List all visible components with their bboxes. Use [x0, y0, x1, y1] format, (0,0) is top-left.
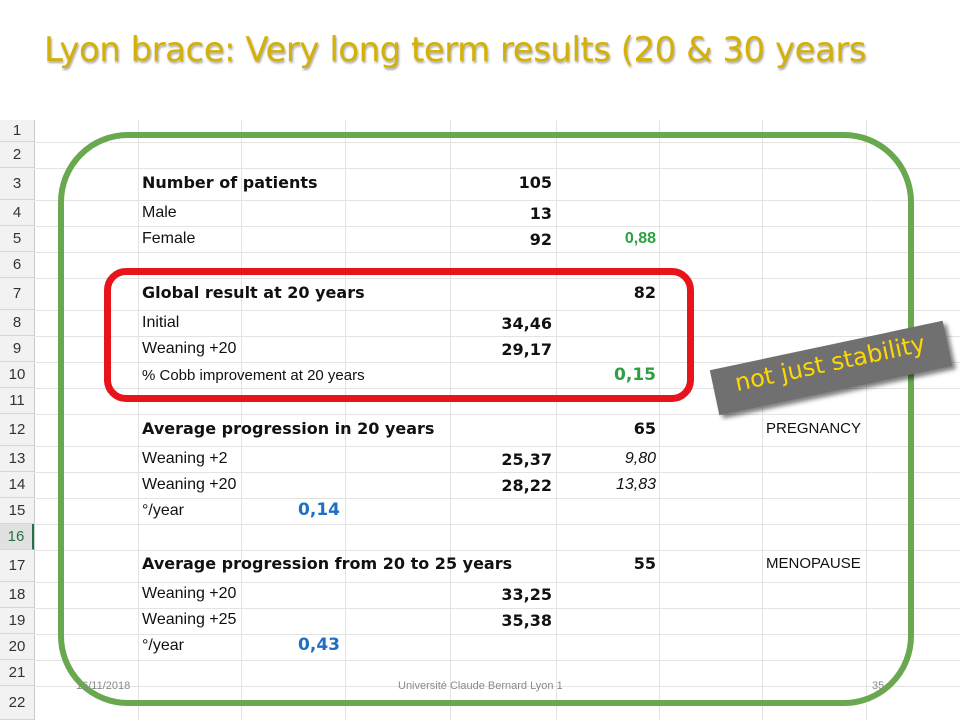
pregnancy-note: PREGNANCY	[766, 420, 862, 437]
row-number[interactable]: 10	[0, 362, 34, 388]
row-gridline	[34, 252, 960, 253]
weaning-2-label: Weaning +2	[142, 450, 228, 467]
avg-progression-20-25-label: Average progression from 20 to 25 years	[142, 554, 513, 573]
weaning-20-value: 29,17	[501, 340, 552, 359]
row-gridline	[34, 498, 960, 499]
row-gridline	[34, 582, 960, 583]
row-gridline	[34, 168, 960, 169]
row-number[interactable]: 18	[0, 582, 34, 608]
row-number[interactable]: 2	[0, 142, 34, 168]
female-ratio: 0,88	[624, 230, 656, 247]
row-number[interactable]: 6	[0, 252, 34, 278]
column-gridline	[556, 120, 557, 720]
female-label: Female	[142, 230, 196, 247]
avg-progression-20-value: 65	[633, 419, 656, 438]
column-gridline	[659, 120, 660, 720]
footer-page-number: 35	[872, 680, 885, 692]
male-value: 13	[529, 204, 552, 223]
row-gridline	[34, 446, 960, 447]
degree-per-year-label: °/year	[142, 502, 184, 519]
weaning-20b-label: Weaning +20	[142, 476, 237, 493]
row-gridline	[34, 362, 960, 363]
row-number[interactable]: 9	[0, 336, 34, 362]
global-result-value: 82	[633, 283, 656, 302]
row-gridline	[34, 472, 960, 473]
red-highlight-frame	[104, 268, 694, 402]
initial-label: Initial	[142, 314, 180, 331]
global-result-label: Global result at 20 years	[142, 283, 365, 302]
initial-value: 34,46	[501, 314, 552, 333]
column-gridline	[866, 120, 867, 720]
slide-title: Lyon brace: Very long term results (20 &…	[44, 30, 867, 70]
row-number[interactable]: 20	[0, 634, 34, 660]
row-number[interactable]: 11	[0, 388, 34, 414]
row-header-column: 1 2 3 4 5 6 7 8 9 10 11 12 13 14 15 16 17 18 19 20 21 22	[0, 120, 35, 720]
row-number[interactable]: 3	[0, 168, 34, 200]
footer-institution: Université Claude Bernard Lyon 1	[398, 680, 563, 692]
row-number[interactable]: 8	[0, 310, 34, 336]
row-number[interactable]: 16	[0, 524, 34, 550]
row-number[interactable]: 21	[0, 660, 34, 686]
row-number[interactable]: 19	[0, 608, 34, 634]
row-number[interactable]: 12	[0, 414, 34, 446]
row-gridline	[34, 414, 960, 415]
column-gridline	[138, 120, 139, 720]
column-gridline	[450, 120, 451, 720]
row-number[interactable]: 5	[0, 226, 34, 252]
weaning-20b-value: 28,22	[501, 476, 552, 495]
row-number[interactable]: 4	[0, 200, 34, 226]
row-number[interactable]: 13	[0, 446, 34, 472]
male-label: Male	[142, 204, 177, 221]
row-gridline	[34, 142, 960, 143]
degree-per-year-rate: 0,14	[298, 500, 340, 520]
row-number[interactable]: 22	[0, 686, 34, 720]
row-gridline	[34, 310, 960, 311]
number-of-patients-label: Number of patients	[142, 173, 318, 192]
number-of-patients-value: 105	[518, 173, 552, 192]
row-gridline	[34, 550, 960, 551]
row-gridline	[34, 336, 960, 337]
weaning-20c-value: 33,25	[501, 585, 552, 604]
row-gridline	[34, 686, 960, 687]
avg-progression-20-25-value: 55	[633, 554, 656, 573]
row-gridline	[34, 278, 960, 279]
row-gridline	[34, 608, 960, 609]
cobb-improvement-value: 0,15	[614, 365, 656, 385]
degree-per-year-2-rate: 0,43	[298, 635, 340, 655]
row-gridline	[34, 524, 960, 525]
cobb-improvement-label: % Cobb improvement at 20 years	[142, 367, 365, 384]
column-gridline	[345, 120, 346, 720]
row-gridline	[34, 634, 960, 635]
row-gridline	[34, 200, 960, 201]
column-gridline	[241, 120, 242, 720]
menopause-note: MENOPAUSE	[766, 555, 861, 572]
row-number[interactable]: 1	[0, 120, 34, 142]
weaning-2-extra: 9,80	[624, 450, 656, 467]
row-gridline	[34, 660, 960, 661]
green-highlight-frame	[58, 132, 914, 706]
spreadsheet: 1 2 3 4 5 6 7 8 9 10 11 12 13 14 15 16 17 18 19 20 21 22 Numb…	[0, 120, 960, 720]
row-number[interactable]: 17	[0, 550, 34, 582]
row-gridline	[34, 388, 960, 389]
weaning-2-value: 25,37	[501, 450, 552, 469]
avg-progression-20-label: Average progression in 20 years	[142, 419, 435, 438]
column-gridline	[762, 120, 763, 720]
row-number[interactable]: 14	[0, 472, 34, 498]
degree-per-year-2-label: °/year	[142, 637, 184, 654]
weaning-25-label: Weaning +25	[142, 611, 237, 628]
weaning-20b-extra: 13,83	[615, 476, 656, 493]
female-value: 92	[529, 230, 552, 249]
row-number[interactable]: 7	[0, 278, 34, 310]
weaning-25-value: 35,38	[501, 611, 552, 630]
row-number[interactable]: 15	[0, 498, 34, 524]
row-gridline	[34, 226, 960, 227]
weaning-20-label: Weaning +20	[142, 340, 237, 357]
weaning-20c-label: Weaning +20	[142, 585, 237, 602]
footer-date: 16/11/2018	[76, 680, 131, 692]
